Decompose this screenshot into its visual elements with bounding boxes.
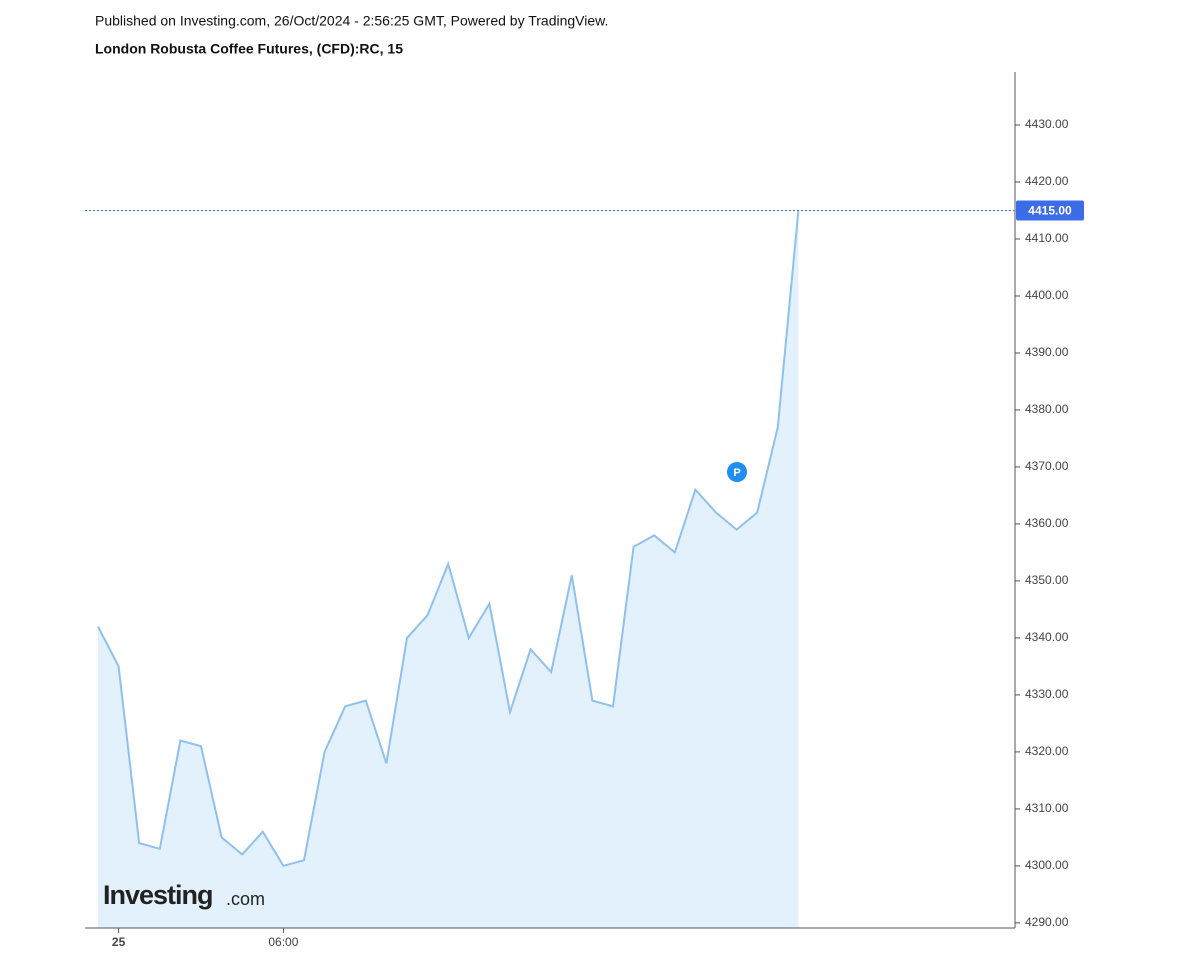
y-tick-label: 4310.00	[1025, 801, 1069, 815]
y-tick: 4410.00	[1015, 231, 1069, 245]
y-tick: 4310.00	[1015, 801, 1069, 815]
y-tick: 4290.00	[1015, 915, 1069, 929]
y-tick-label: 4330.00	[1025, 687, 1069, 701]
y-tick-label: 4360.00	[1025, 516, 1069, 530]
y-tick-label: 4340.00	[1025, 630, 1069, 644]
y-tick: 4430.00	[1015, 117, 1069, 131]
y-tick: 4350.00	[1015, 573, 1069, 587]
y-tick-label: 4430.00	[1025, 117, 1069, 131]
y-tick: 4420.00	[1015, 174, 1069, 188]
y-tick-label: 4390.00	[1025, 345, 1069, 359]
chart-title: London Robusta Coffee Futures, (CFD):RC,…	[95, 41, 403, 57]
y-tick: 4380.00	[1015, 402, 1069, 416]
y-tick-label: 4350.00	[1025, 573, 1069, 587]
published-note: Published on Investing.com, 26/Oct/2024 …	[95, 13, 608, 29]
logo-suffix: .com	[226, 889, 265, 909]
y-tick-label: 4420.00	[1025, 174, 1069, 188]
y-tick-label: 4300.00	[1025, 858, 1069, 872]
y-tick-label: 4320.00	[1025, 744, 1069, 758]
logo-name: Investing	[103, 880, 213, 910]
y-tick-label: 4380.00	[1025, 402, 1069, 416]
x-tick-label: 25	[112, 935, 126, 949]
y-tick-label: 4400.00	[1025, 288, 1069, 302]
y-tick: 4390.00	[1015, 345, 1069, 359]
marker-label: P	[733, 467, 740, 479]
line	[97, 210, 800, 868]
y-tick: 4360.00	[1015, 516, 1069, 530]
y-tick: 4370.00	[1015, 459, 1069, 473]
y-tick-label: 4370.00	[1025, 459, 1069, 473]
plot-area	[97, 210, 800, 928]
y-tick: 4400.00	[1015, 288, 1069, 302]
y-tick: 4340.00	[1015, 630, 1069, 644]
y-tick-label: 4290.00	[1025, 915, 1069, 929]
y-tick: 4300.00	[1015, 858, 1069, 872]
marker	[727, 462, 747, 482]
y-tick: 4330.00	[1015, 687, 1069, 701]
x-tick-label: 06:00	[268, 935, 298, 949]
price-label: 4415.00	[1028, 204, 1072, 218]
area	[98, 210, 799, 928]
price-label-box	[1016, 200, 1084, 221]
y-tick-label: 4410.00	[1025, 231, 1069, 245]
y-tick: 4320.00	[1015, 744, 1069, 758]
